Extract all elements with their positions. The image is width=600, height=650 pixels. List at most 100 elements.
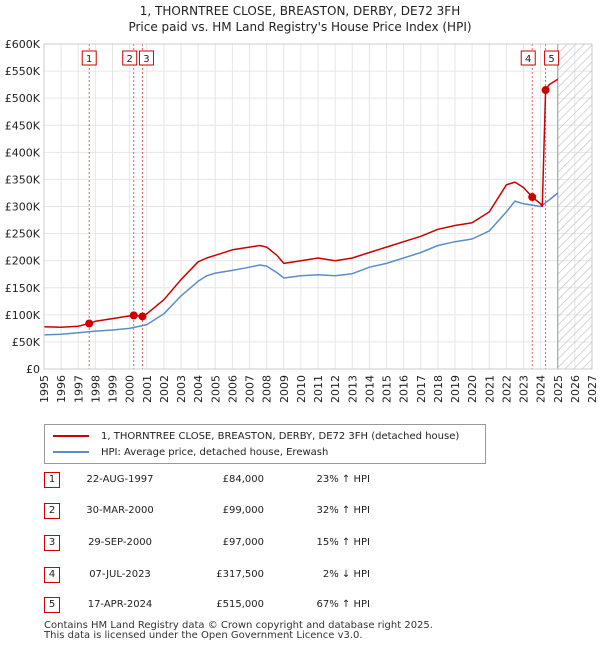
y-tick-label: £150K [5, 282, 41, 295]
row-price: £99,000 [222, 505, 264, 516]
row-price: £515,000 [216, 599, 264, 610]
sale-number-label: 2 [127, 54, 133, 65]
row-date: 22-AUG-1997 [86, 474, 154, 485]
sale-number-box [122, 50, 138, 66]
row-number-badge: 5 [44, 597, 60, 613]
row-hpi: 2% ↓ HPI [322, 569, 370, 580]
y-tick-label: £450K [5, 119, 41, 132]
x-tick-label: 1998 [89, 375, 102, 403]
footer: Contains HM Land Registry data © Crown c… [44, 621, 433, 641]
row-hpi: 23% ↑ HPI [316, 474, 370, 485]
forecast-hatch-area [557, 44, 592, 369]
sale-point [129, 311, 138, 320]
x-tick-label: 2010 [295, 375, 308, 403]
sale-number-box [81, 50, 97, 66]
x-tick-label: 2007 [244, 375, 257, 403]
sale-number-box [520, 50, 536, 66]
legend-item-property: 1, THORNTREE CLOSE, BREASTON, DERBY, DE7… [53, 428, 459, 444]
x-tick-label: 2004 [192, 375, 205, 403]
sale-point [541, 86, 550, 95]
x-tick-label: 2000 [124, 375, 137, 403]
legend-line-property [53, 435, 89, 437]
row-number-badge: 3 [44, 535, 60, 551]
row-date: 17-APR-2024 [87, 599, 153, 610]
y-tick-label: £350K [5, 173, 41, 186]
x-tick-label: 2015 [381, 375, 394, 403]
x-tick-label: 2021 [483, 375, 496, 403]
y-tick-label: £100K [5, 309, 41, 322]
x-tick-label: 2019 [449, 375, 462, 403]
y-tick-label: £200K [5, 255, 41, 268]
x-tick-label: 2027 [586, 375, 599, 403]
x-tick-label: 1995 [38, 375, 51, 403]
chart-subtitle: Price paid vs. HM Land Registry's House … [128, 20, 472, 34]
legend-label-hpi: HPI: Average price, detached house, Erew… [101, 446, 329, 458]
x-tick-label: 2024 [535, 375, 548, 403]
x-tick-label: 2008 [261, 375, 274, 403]
table-row: 2 30-MAR-2000 £99,000 32% ↑ HPI [44, 503, 564, 521]
y-tick-label: £600K [5, 38, 41, 51]
x-tick-label: 1999 [107, 375, 120, 403]
y-tick-label: £250K [5, 228, 41, 241]
sale-number-label: 1 [86, 54, 92, 65]
x-tick-label: 2022 [500, 375, 513, 403]
sale-number-label: 4 [525, 54, 531, 65]
sale-number-box [138, 50, 154, 66]
x-tick-label: 2012 [329, 375, 342, 403]
y-tick-label: £0 [26, 363, 40, 376]
sale-point [138, 312, 147, 321]
sale-point [528, 193, 537, 202]
y-tick-label: £300K [5, 201, 41, 214]
table-row: 1 22-AUG-1997 £84,000 23% ↑ HPI [44, 472, 564, 490]
table-row: 4 07-JUL-2023 £317,500 2% ↓ HPI [44, 567, 564, 585]
row-date: 29-SEP-2000 [88, 537, 152, 548]
row-price: £97,000 [222, 537, 264, 548]
sale-number-label: 3 [143, 54, 149, 65]
sale-point [85, 319, 94, 328]
x-tick-label: 2016 [398, 375, 411, 403]
x-tick-label: 2017 [415, 375, 428, 403]
x-tick-label: 2005 [209, 375, 222, 403]
row-number-badge: 2 [44, 503, 60, 519]
y-tick-label: £550K [5, 65, 41, 78]
x-tick-label: 2025 [552, 375, 565, 403]
legend-item-hpi: HPI: Average price, detached house, Erew… [53, 444, 328, 460]
legend-label-property: 1, THORNTREE CLOSE, BREASTON, DERBY, DE7… [101, 430, 460, 442]
legend-line-hpi [53, 451, 89, 453]
row-number-badge: 1 [44, 472, 60, 488]
x-tick-label: 2013 [346, 375, 359, 403]
row-number-badge: 4 [44, 567, 60, 583]
row-price: £84,000 [222, 474, 264, 485]
y-tick-label: £50K [12, 336, 41, 349]
x-tick-label: 2020 [466, 375, 479, 403]
row-price: £317,500 [216, 569, 264, 580]
row-hpi: 32% ↑ HPI [316, 505, 370, 516]
footer-copyright: Contains HM Land Registry data © Crown c… [44, 620, 433, 631]
footer-licence: This data is licensed under the Open Gov… [44, 630, 363, 641]
x-tick-label: 1997 [72, 375, 85, 403]
y-tick-label: £500K [5, 92, 41, 105]
x-tick-label: 1996 [55, 375, 68, 403]
x-tick-label: 2002 [158, 375, 171, 403]
legend: 1, THORNTREE CLOSE, BREASTON, DERBY, DE7… [44, 424, 486, 464]
sale-number-label: 5 [548, 54, 554, 65]
row-date: 30-MAR-2000 [86, 505, 154, 516]
x-tick-label: 2006 [226, 375, 239, 403]
x-tick-label: 2009 [278, 375, 291, 403]
row-hpi: 15% ↑ HPI [316, 537, 370, 548]
x-tick-label: 2011 [312, 375, 325, 403]
chart-title: 1, THORNTREE CLOSE, BREASTON, DERBY, DE7… [139, 4, 461, 18]
table-row: 5 17-APR-2024 £515,000 67% ↑ HPI [44, 597, 564, 615]
x-tick-label: 2001 [141, 375, 154, 403]
x-tick-label: 2018 [432, 375, 445, 403]
x-tick-label: 2026 [569, 375, 582, 403]
x-tick-label: 2014 [363, 375, 376, 403]
row-hpi: 67% ↑ HPI [316, 599, 370, 610]
plot-frame [43, 43, 593, 370]
y-tick-label: £400K [5, 146, 41, 159]
x-tick-label: 2003 [175, 375, 188, 403]
row-date: 07-JUL-2023 [89, 569, 151, 580]
table-row: 3 29-SEP-2000 £97,000 15% ↑ HPI [44, 535, 564, 553]
hpi-line [43, 192, 559, 336]
